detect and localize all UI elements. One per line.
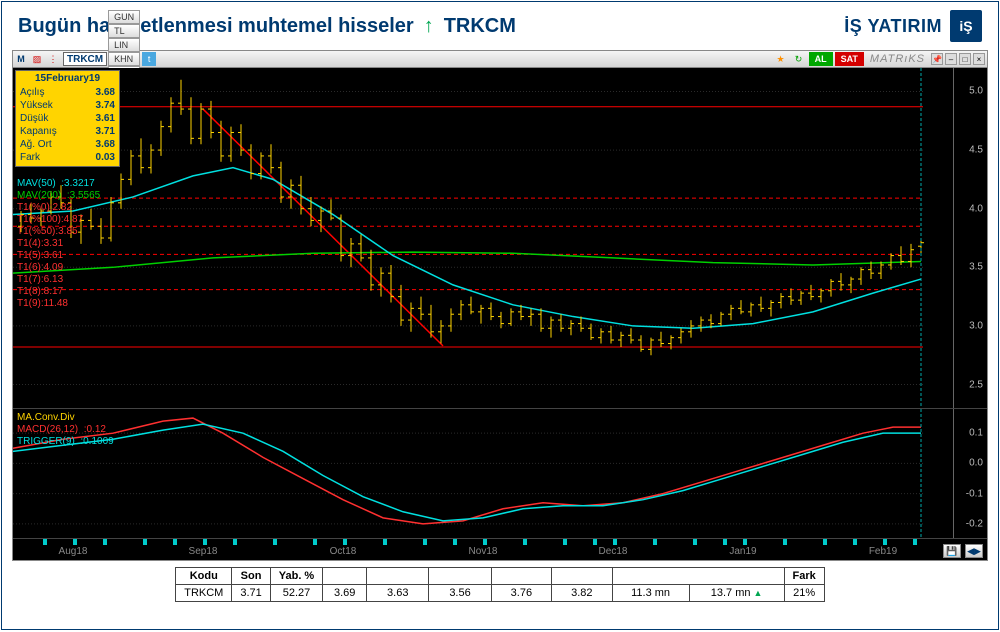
page-header: Bugün hareketlenmesi muhtemel hisseler ↑… [2,2,998,46]
macd-label: MACD(26,12) :0.12 [17,424,114,436]
x-label: Feb19 [869,546,897,557]
indicator-label: T1(6):4.09 [17,262,100,274]
indicator-label: T1(%0):2.82 [17,202,100,214]
table-cell: 21% [784,585,824,602]
info-row: Yüksek3.74 [20,99,115,112]
toolbar-btn-khn[interactable]: KHN [108,52,140,66]
table-header: Fark [784,568,824,585]
table-header: 1.Destek [367,568,429,585]
table-header: Kodu [176,568,232,585]
x-label: Dec18 [599,546,628,557]
table-cell: 3.56 [429,585,491,602]
indicator-label: T1(7):6.13 [17,274,100,286]
x-label: Oct18 [330,546,357,557]
summary-table: KoduSonYab. %Pivot1.Destek2.Destek1.Dire… [175,567,825,602]
arrow-up-icon: ↑ [424,15,434,38]
brand-text: İŞ YATIRIM [844,16,942,37]
table-header: 1 Ay Ort.Hac.(Adet) / Son Gün [612,568,784,585]
table-header: Pivot [323,568,367,585]
toolbar-btn-lin[interactable]: LIN [108,38,140,52]
table-cell: TRKCM [176,585,232,602]
table-header: 2.Direnç [552,568,612,585]
info-row: Açılış3.68 [20,86,115,99]
table-cell: 3.69 [323,585,367,602]
macd-y-axis: -0.2-0.10.00.1 [953,409,987,538]
footer-nav-icon[interactable]: ◀▶ [965,544,983,558]
x-label: Sep18 [189,546,218,557]
chart-container: M ▨ ⋮ TRKCM GUNTLLINKHNSVDSYMTMP t ★ ↻ A… [12,50,988,561]
info-row: Kapanış3.71 [20,125,115,138]
macd-label: MA.Conv.Div [17,412,114,424]
indicator-label: MAV(50) :3.3217 [17,178,100,190]
price-y-axis: 2.53.03.54.04.55.0 [953,68,987,408]
price-plot [13,68,957,408]
macd-labels: MA.Conv.DivMACD(26,12) :0.12TRIGGER(9) :… [17,412,114,448]
dots-icon[interactable]: ⋮ [46,52,60,66]
table-header: Son [232,568,270,585]
table-cell: 11.3 mn [612,585,689,602]
info-row: Ağ. Ort3.68 [20,138,115,151]
table-header: 2.Destek [429,568,491,585]
footer-controls: 💾 ◀▶ [943,544,983,558]
table-cell: 3.82 [552,585,612,602]
page-title: Bugün hareketlenmesi muhtemel hisseler [18,15,414,38]
x-label: Nov18 [469,546,498,557]
indicator-label: T1(4):3.31 [17,238,100,250]
info-date: 15February19 [20,73,115,84]
indicator-label: T1(5):3.61 [17,250,100,262]
table-cell: 52.27 [270,585,322,602]
star-icon[interactable]: ★ [774,52,788,66]
chart-toolbar: M ▨ ⋮ TRKCM GUNTLLINKHNSVDSYMTMP t ★ ↻ A… [12,50,988,68]
chart-body: 15February19 Açılış3.68Yüksek3.74Düşük3.… [12,68,988,561]
indicator-label: MAV(200) :3.5565 [17,190,100,202]
info-row: Düşük3.61 [20,112,115,125]
table-cell: 3.76 [491,585,551,602]
close-icon[interactable]: × [973,53,985,65]
sell-button[interactable]: SAT [835,52,864,66]
footer-save-icon[interactable]: 💾 [943,544,961,558]
table-header: Yab. % [270,568,322,585]
toolbar-btn-tl[interactable]: TL [108,24,140,38]
brand: İŞ YATIRIM iŞ [844,10,982,42]
table-row: TRKCM3.7152.273.693.633.563.763.8211.3 m… [176,585,825,602]
table-header: 1.Direnç [491,568,551,585]
buy-button[interactable]: AL [809,52,833,66]
toolbar-btn-gun[interactable]: GUN [108,10,140,24]
matriks-logo: MATRıKS [870,53,925,65]
table-cell: 3.71 [232,585,270,602]
minimize-icon[interactable]: – [945,53,957,65]
macd-panel[interactable]: MA.Conv.DivMACD(26,12) :0.12TRIGGER(9) :… [13,408,987,538]
brand-logo-icon: iŞ [950,10,982,42]
time-axis: 💾 ◀▶ Aug18 Sep18 Oct18 Nov18 Dec18 Jan19 Feb19 [13,538,987,560]
macd-label: TRIGGER(9) :0.1009 [17,436,114,448]
info-row: Fark0.03 [20,151,115,164]
indicator-labels: MAV(50) :3.3217MAV(200) :3.5565T1(%0):2.… [17,178,100,310]
indicator-label: T1(%50):3.85 [17,226,100,238]
refresh-icon[interactable]: ↻ [792,52,806,66]
twitter-icon[interactable]: t [142,52,156,66]
table-cell: 13.7 mn ▲ [689,585,784,602]
macd-plot [13,409,957,539]
x-label: Jan19 [729,546,756,557]
header-symbol: TRKCM [444,15,516,38]
table-cell: 3.63 [367,585,429,602]
indicator-label: T1(9):11.48 [17,298,100,310]
indicator-label: T1(%100):4.87 [17,214,100,226]
price-panel[interactable]: 15February19 Açılış3.68Yüksek3.74Düşük3.… [13,68,987,408]
maximize-icon[interactable]: □ [959,53,971,65]
pin-icon[interactable]: 📌 [931,53,943,65]
chart-icon[interactable]: ▨ [30,52,44,66]
m-icon[interactable]: M [14,52,28,66]
indicator-label: T1(8):8.17 [17,286,100,298]
ohlc-infobox: 15February19 Açılış3.68Yüksek3.74Düşük3.… [15,70,120,167]
x-label: Aug18 [59,546,88,557]
symbol-input[interactable]: TRKCM [63,52,107,66]
